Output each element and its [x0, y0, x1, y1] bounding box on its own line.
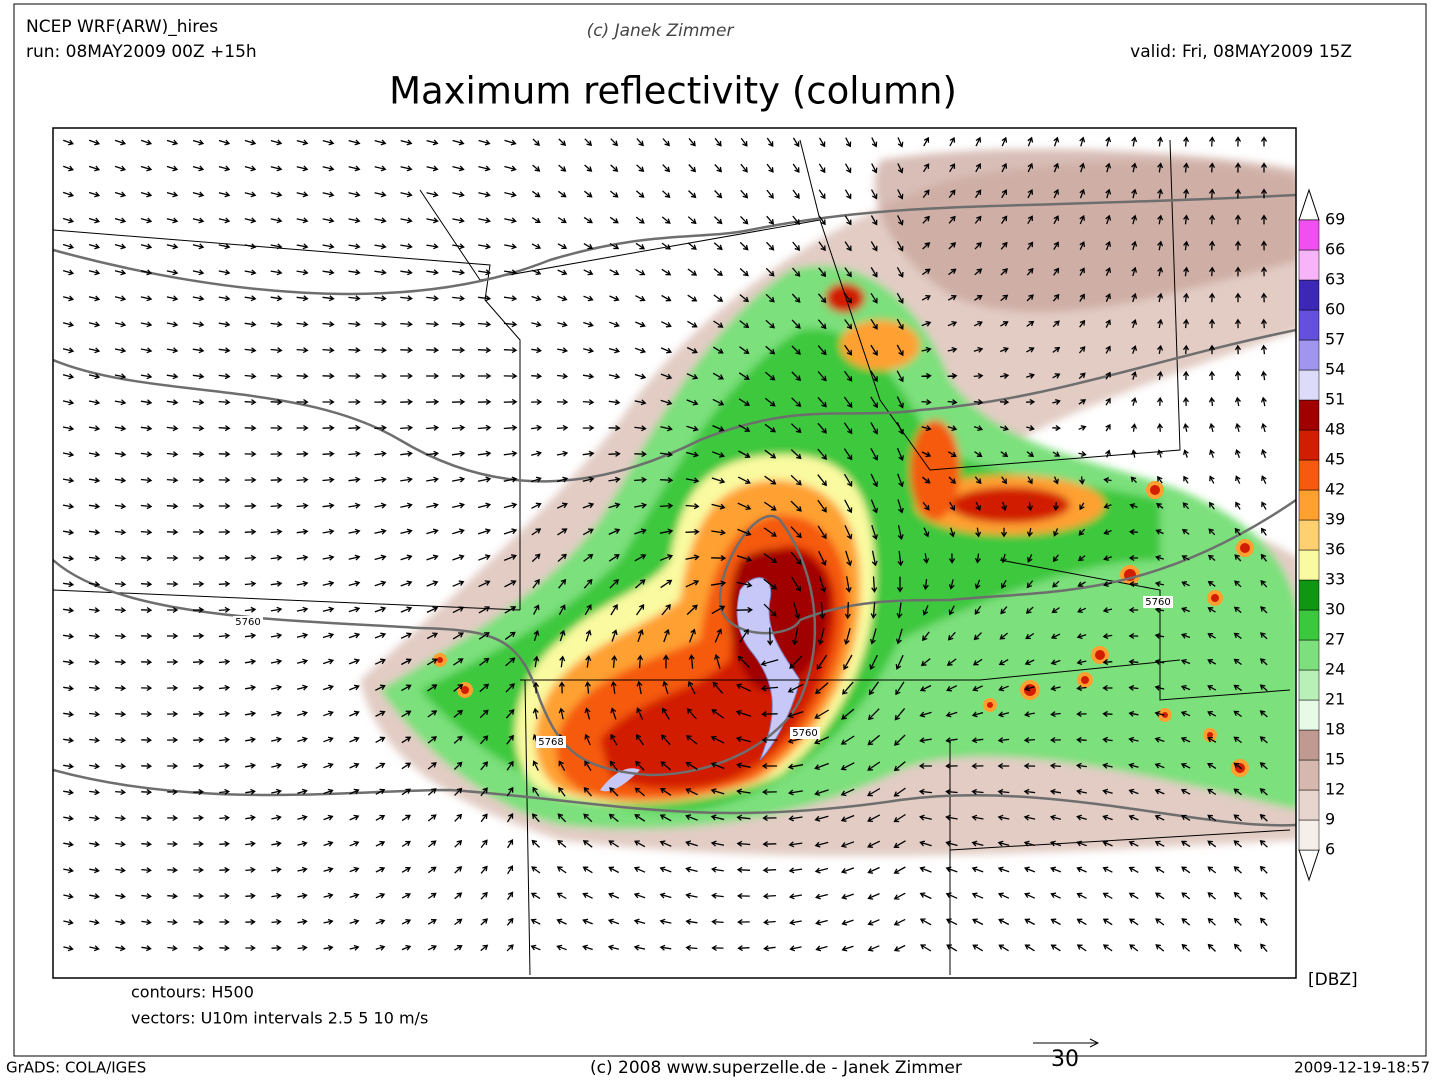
model-name: NCEP WRF(ARW)_hires: [26, 17, 218, 37]
colorbar-label: 39: [1325, 510, 1345, 529]
colorbar-label: 54: [1325, 360, 1345, 379]
colorbar-swatch: [1298, 279, 1320, 311]
valid-time: valid: Fri, 08MAY2009 15Z: [1130, 42, 1352, 62]
colorbar-swatch: [1298, 549, 1320, 581]
colorbar-label: 60: [1325, 300, 1345, 319]
colorbar-label: 6: [1325, 840, 1335, 859]
colorbar-label: 15: [1325, 750, 1345, 769]
colorbar-label: 9: [1325, 810, 1335, 829]
colorbar-swatch: [1298, 489, 1320, 521]
colorbar-swatch: [1298, 519, 1320, 551]
colorbar-label: 48: [1325, 420, 1345, 439]
colorbar-label: 42: [1325, 480, 1345, 499]
colorbar-label: 36: [1325, 540, 1345, 559]
colorbar-swatch: [1298, 309, 1320, 341]
contour-label: 5760: [792, 728, 817, 739]
map-field: [53, 128, 1296, 978]
map-border: [52, 127, 1297, 979]
run-info: run: 08MAY2009 00Z +15h: [26, 42, 257, 62]
colorbar-swatch: [1298, 429, 1320, 461]
colorbar-label: 63: [1325, 270, 1345, 289]
contours-note: contours: H500: [131, 983, 254, 1002]
colorbar-over: [1298, 188, 1320, 221]
frame: [13, 3, 1427, 1057]
colorbar-label: 69: [1325, 210, 1345, 229]
copyright: (c) 2008 www.superzelle.de - Janek Zimme…: [590, 1058, 962, 1078]
colorbar-label: 57: [1325, 330, 1345, 349]
title: Maximum reflectivity (column): [389, 70, 957, 113]
colorbar-label: 18: [1325, 720, 1345, 739]
contour-label: 5768: [538, 737, 563, 748]
colorbar-label: 66: [1325, 240, 1345, 259]
colorbar-swatch: [1298, 219, 1320, 251]
colorbar-label: 30: [1325, 600, 1345, 619]
colorbar-label: 21: [1325, 690, 1345, 709]
colorbar-label: 51: [1325, 390, 1345, 409]
colorbar-swatch: [1298, 729, 1320, 761]
vectors-note: vectors: U10m intervals 2.5 5 10 m/s: [131, 1009, 428, 1028]
colorbar-swatch: [1298, 699, 1320, 731]
credit: (c) Janek Zimmer: [587, 21, 735, 41]
colorbar: 6912151821242730333639424548515457606366…: [1298, 188, 1345, 882]
contour-labels: 5760 5760 5768 5760: [233, 596, 1173, 748]
colorbar-swatch: [1298, 459, 1320, 491]
colorbar-swatch: [1298, 579, 1320, 611]
colorbar-unit: [DBZ]: [1308, 970, 1358, 990]
timestamp: 2009-12-19-18:57: [1294, 1059, 1430, 1077]
reference-vector-label: 30: [1051, 1047, 1079, 1072]
wind-vectors: [62, 136, 1268, 953]
software: GrADS: COLA/IGES: [6, 1059, 146, 1077]
colorbar-label: 27: [1325, 630, 1345, 649]
colorbar-swatch: [1298, 819, 1320, 851]
colorbar-label: 24: [1325, 660, 1345, 679]
colorbar-swatch: [1298, 669, 1320, 701]
colorbar-label: 45: [1325, 450, 1345, 469]
colorbar-swatch: [1298, 609, 1320, 641]
colorbar-swatch: [1298, 339, 1320, 371]
colorbar-swatch: [1298, 759, 1320, 791]
colorbar-swatch: [1298, 789, 1320, 821]
colorbar-swatch: [1298, 639, 1320, 671]
reference-arrow: [1033, 1038, 1100, 1048]
colorbar-label: 33: [1325, 570, 1345, 589]
contour-label: 5760: [1145, 597, 1170, 608]
colorbar-under: [1298, 849, 1320, 882]
colorbar-label: 12: [1325, 780, 1345, 799]
colorbar-swatch: [1298, 249, 1320, 281]
colorbar-swatch: [1298, 369, 1320, 401]
contour-label: 5760: [235, 617, 260, 628]
colorbar-swatch: [1298, 399, 1320, 431]
